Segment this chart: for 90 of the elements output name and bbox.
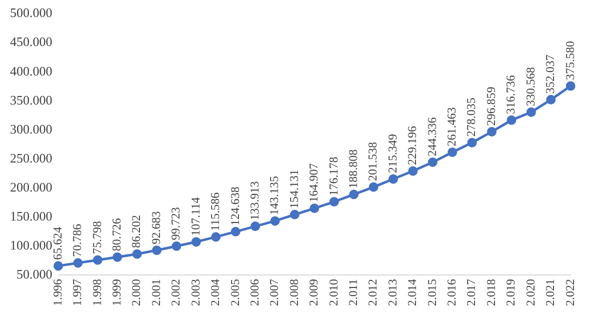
x-tick-label: 2.014 (405, 279, 420, 306)
x-tick-label: 2.019 (504, 279, 518, 306)
point (270, 216, 280, 226)
x-tick-label: 2.012 (366, 279, 380, 306)
data-label: 352.037 (543, 54, 558, 94)
point (506, 115, 516, 125)
point (349, 190, 359, 200)
x-tick-label: 1.999 (110, 279, 124, 306)
point (310, 204, 320, 214)
data-label: 92.683 (148, 211, 163, 244)
data-label: 115.586 (208, 192, 222, 231)
y-tick-label: 100.000 (10, 237, 52, 252)
data-label: 176.178 (326, 156, 340, 196)
point (132, 249, 142, 259)
x-tick-label: 2.002 (168, 279, 183, 306)
x-tick-label: 2.001 (148, 279, 163, 306)
data-label: 75.798 (90, 221, 104, 254)
data-label: 188.808 (346, 149, 360, 188)
x-tick-label: 2.015 (424, 279, 439, 306)
data-label: 375.580 (562, 41, 577, 80)
x-tick-label: 1.996 (50, 279, 64, 306)
data-label: 316.736 (504, 75, 518, 114)
point (329, 197, 339, 207)
data-label: 107.114 (188, 197, 202, 236)
point (388, 174, 398, 184)
data-label: 296.859 (484, 86, 498, 126)
point (152, 245, 162, 255)
x-tick-label: 2.022 (562, 279, 577, 306)
y-tick-label: 250.000 (10, 150, 52, 166)
point (73, 258, 83, 268)
x-tick-label: 2.006 (247, 279, 262, 306)
data-label: 261.463 (444, 107, 459, 146)
point (92, 255, 102, 265)
x-tick-label: 2.011 (346, 279, 360, 306)
point (290, 210, 300, 220)
point (172, 241, 182, 251)
data-label: 201.538 (366, 142, 380, 182)
x-tick-label: 2.021 (543, 279, 558, 306)
point (566, 81, 576, 91)
x-tick-label: 1.998 (90, 279, 104, 306)
data-label: 229.196 (405, 126, 420, 165)
data-label: 244.336 (424, 117, 439, 156)
point (487, 126, 497, 136)
data-label: 99.723 (168, 207, 183, 240)
y-tick-label: 450.000 (10, 34, 52, 50)
point (211, 232, 221, 242)
point (526, 107, 536, 117)
point (230, 226, 240, 236)
data-label: 133.913 (247, 181, 262, 220)
point (546, 94, 556, 104)
x-tick-label: 1.997 (70, 279, 84, 306)
x-tick-label: 2.018 (484, 279, 498, 306)
data-label: 154.131 (286, 170, 301, 209)
point (191, 237, 201, 247)
data-label: 164.907 (306, 163, 321, 202)
x-tick-label: 2.000 (129, 279, 144, 306)
x-tick-label: 2.003 (188, 279, 202, 306)
y-tick-label: 150.000 (10, 208, 52, 224)
data-label: 215.349 (385, 134, 400, 174)
data-label: 80.726 (110, 218, 124, 252)
x-tick-label: 2.009 (306, 279, 321, 306)
point (54, 261, 63, 271)
data-label: 143.135 (267, 176, 282, 215)
x-tick-label: 2.008 (286, 279, 301, 306)
x-tick-label: 2.016 (444, 279, 459, 306)
x-tick-label: 2.013 (385, 279, 400, 306)
x-tick-label: 2.005 (228, 279, 242, 306)
point (428, 157, 438, 167)
y-tick-label: 50.000 (16, 266, 52, 282)
point (112, 252, 122, 262)
data-label: 86.202 (129, 214, 144, 248)
point (408, 166, 418, 176)
data-label: 124.638 (228, 186, 242, 226)
x-tick-label: 2.004 (208, 279, 222, 306)
x-tick-label: 2.017 (464, 279, 478, 306)
y-tick-label: 400.000 (10, 63, 52, 78)
point (448, 148, 458, 158)
x-tick-label: 2.007 (267, 279, 282, 306)
y-tick-label: 350.000 (10, 92, 52, 108)
data-label: 70.786 (70, 224, 84, 257)
point (250, 222, 260, 232)
y-tick-label: 300.000 (10, 121, 52, 136)
y-tick-label: 200.000 (10, 179, 52, 194)
data-label: 278.035 (464, 98, 478, 137)
point (368, 182, 378, 192)
x-tick-label: 2.020 (523, 279, 538, 306)
x-tick-label: 2.010 (326, 279, 340, 306)
data-label: 330.568 (523, 67, 538, 106)
y-tick-label: 500.000 (10, 5, 52, 20)
point (467, 138, 477, 148)
